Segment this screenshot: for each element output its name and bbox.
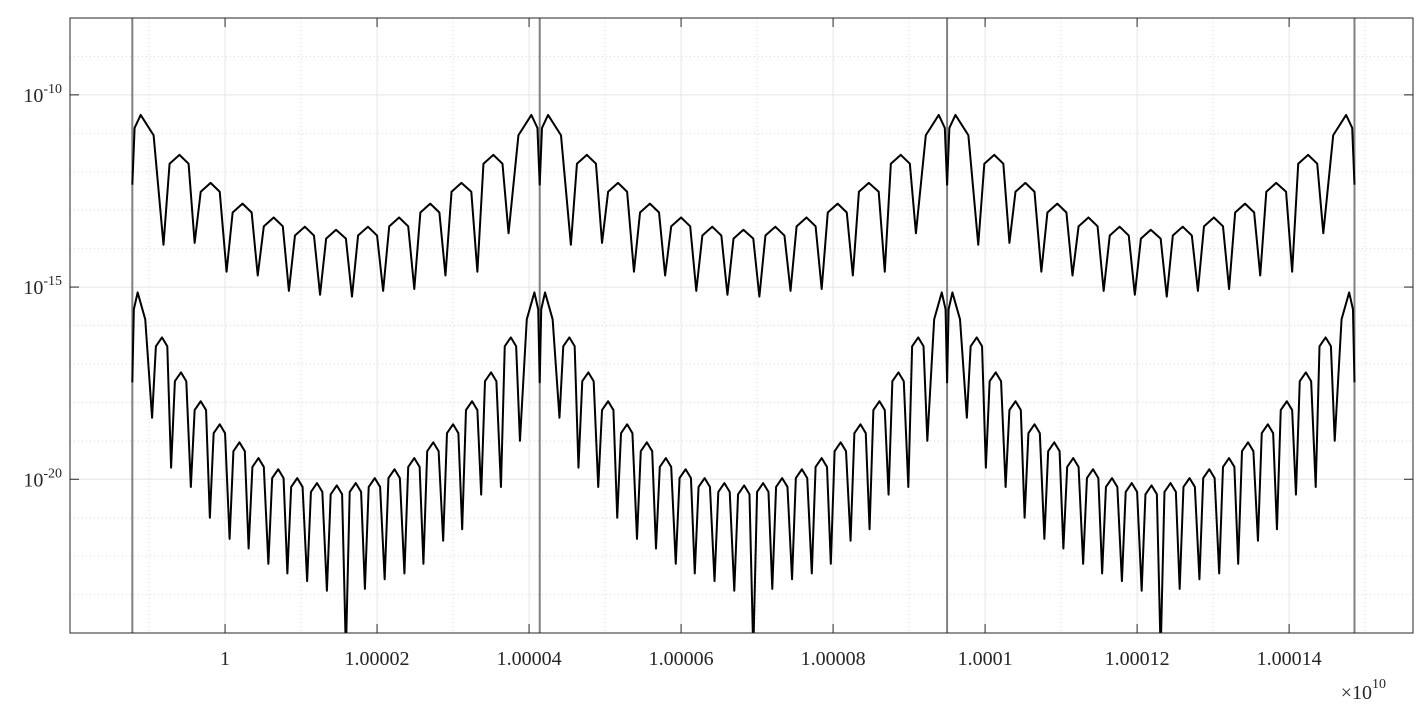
plot-content <box>131 18 1356 633</box>
plot-area <box>70 18 1413 633</box>
x-tick-label: 1.00014 <box>1257 648 1322 670</box>
x-multiplier-exponent: 10 <box>1372 677 1386 692</box>
y-tick-label: 10-15 <box>23 274 62 299</box>
y-tick-base: 10 <box>23 469 43 491</box>
x-multiplier: ×1010 <box>1341 677 1386 704</box>
y-tick-label: 10-20 <box>23 466 62 491</box>
x-tick-label: 1.00012 <box>1105 648 1170 670</box>
y-tick-exponent: -10 <box>43 82 62 97</box>
x-tick-label: 1.0001 <box>958 648 1013 670</box>
x-tick-label: 1.00006 <box>649 648 714 670</box>
y-tick-exponent: -20 <box>43 466 62 481</box>
x-tick-label: 1.00008 <box>801 648 866 670</box>
y-tick-base: 10 <box>23 85 43 107</box>
data-line <box>131 291 1356 633</box>
x-tick-label: 1.00004 <box>497 648 562 670</box>
x-multiplier-base: ×10 <box>1341 682 1372 704</box>
data-line <box>131 113 1356 298</box>
x-tick-label: 1 <box>220 648 230 670</box>
y-tick-label: 10-10 <box>23 82 62 107</box>
x-tick-label: 1.00002 <box>345 648 410 670</box>
y-tick-base: 10 <box>23 277 43 299</box>
axes-box <box>69 17 1414 634</box>
y-tick-exponent: -15 <box>43 274 62 289</box>
